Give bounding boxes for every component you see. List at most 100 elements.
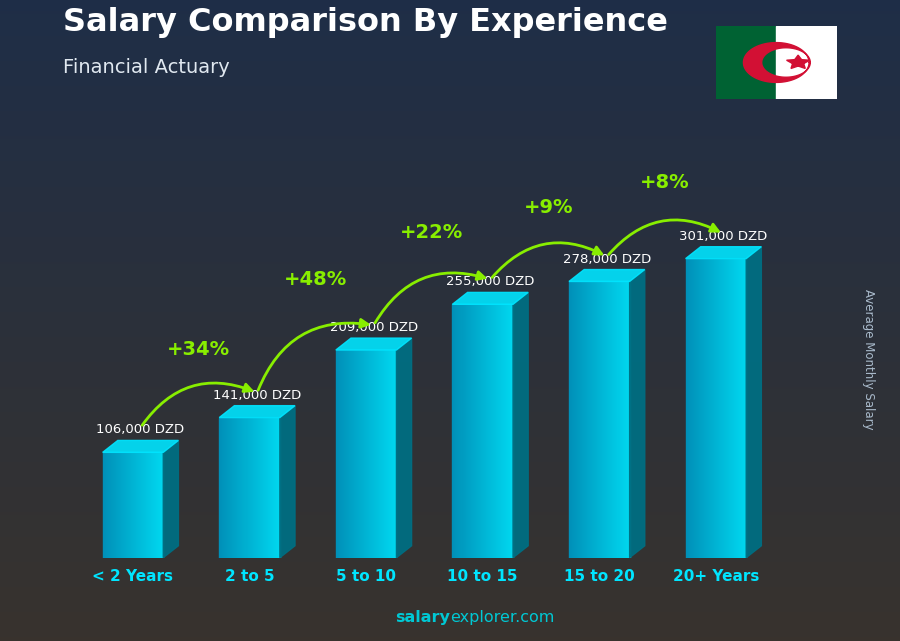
Bar <box>117 453 118 558</box>
Bar <box>145 453 146 558</box>
Polygon shape <box>453 292 528 304</box>
Bar <box>704 258 705 558</box>
Bar <box>250 417 252 558</box>
Bar <box>472 304 473 558</box>
Bar <box>154 453 155 558</box>
Bar <box>577 281 578 558</box>
Bar <box>359 350 360 558</box>
Bar <box>136 453 137 558</box>
Bar <box>707 258 709 558</box>
Bar <box>606 281 607 558</box>
Bar <box>581 281 582 558</box>
Bar <box>346 350 348 558</box>
Bar <box>507 304 508 558</box>
Bar <box>458 304 460 558</box>
Bar <box>271 417 272 558</box>
Bar <box>255 417 256 558</box>
Bar <box>729 258 730 558</box>
Bar <box>160 453 161 558</box>
Bar <box>150 453 151 558</box>
Bar <box>742 258 743 558</box>
Polygon shape <box>630 269 644 558</box>
Bar <box>744 258 745 558</box>
Bar <box>617 281 618 558</box>
Bar <box>473 304 474 558</box>
Bar <box>608 281 609 558</box>
Bar <box>343 350 344 558</box>
Polygon shape <box>569 269 644 281</box>
Bar <box>151 453 152 558</box>
Bar <box>724 258 725 558</box>
Bar <box>726 258 727 558</box>
Bar <box>363 350 365 558</box>
Bar <box>228 417 229 558</box>
Bar <box>690 258 691 558</box>
Bar <box>119 453 120 558</box>
Bar <box>153 453 154 558</box>
Bar <box>354 350 355 558</box>
Bar <box>628 281 630 558</box>
Bar <box>582 281 583 558</box>
Text: 255,000 DZD: 255,000 DZD <box>446 276 535 288</box>
Bar <box>624 281 625 558</box>
Text: +48%: +48% <box>284 271 347 290</box>
Bar <box>336 350 337 558</box>
Polygon shape <box>280 406 295 558</box>
Bar <box>368 350 369 558</box>
Bar <box>499 304 500 558</box>
Bar <box>264 417 265 558</box>
Bar <box>109 453 110 558</box>
Bar <box>162 453 163 558</box>
Polygon shape <box>787 55 810 69</box>
Bar <box>609 281 610 558</box>
Bar <box>593 281 594 558</box>
Bar <box>503 304 504 558</box>
Text: 301,000 DZD: 301,000 DZD <box>680 229 768 243</box>
Bar <box>246 417 247 558</box>
Bar <box>696 258 697 558</box>
Bar <box>230 417 231 558</box>
Bar <box>248 417 249 558</box>
Polygon shape <box>103 440 178 453</box>
Bar <box>618 281 619 558</box>
Bar <box>506 304 507 558</box>
Bar <box>474 304 475 558</box>
Bar <box>231 417 232 558</box>
Bar <box>226 417 228 558</box>
Text: +34%: +34% <box>167 340 230 359</box>
Text: +9%: +9% <box>524 198 573 217</box>
Bar <box>725 258 726 558</box>
Bar <box>595 281 597 558</box>
Bar <box>364 350 365 558</box>
Bar <box>578 281 579 558</box>
Bar <box>598 281 599 558</box>
Bar <box>478 304 479 558</box>
Bar <box>477 304 478 558</box>
Bar <box>369 350 370 558</box>
Bar <box>225 417 226 558</box>
Bar <box>616 281 617 558</box>
Bar <box>739 258 740 558</box>
Bar <box>720 258 721 558</box>
Bar <box>493 304 494 558</box>
Bar <box>279 417 280 558</box>
Bar <box>587 281 589 558</box>
Bar <box>712 258 713 558</box>
Bar <box>108 453 109 558</box>
Bar <box>234 417 236 558</box>
Bar <box>352 350 353 558</box>
Bar <box>146 453 147 558</box>
Bar <box>469 304 470 558</box>
Bar <box>736 258 737 558</box>
Bar <box>737 258 738 558</box>
Bar <box>362 350 363 558</box>
Bar <box>159 453 160 558</box>
Bar <box>389 350 390 558</box>
Bar <box>489 304 490 558</box>
Bar <box>589 281 590 558</box>
Bar <box>381 350 382 558</box>
Bar <box>722 258 723 558</box>
Bar <box>486 304 487 558</box>
Bar <box>702 258 703 558</box>
Bar <box>141 453 142 558</box>
